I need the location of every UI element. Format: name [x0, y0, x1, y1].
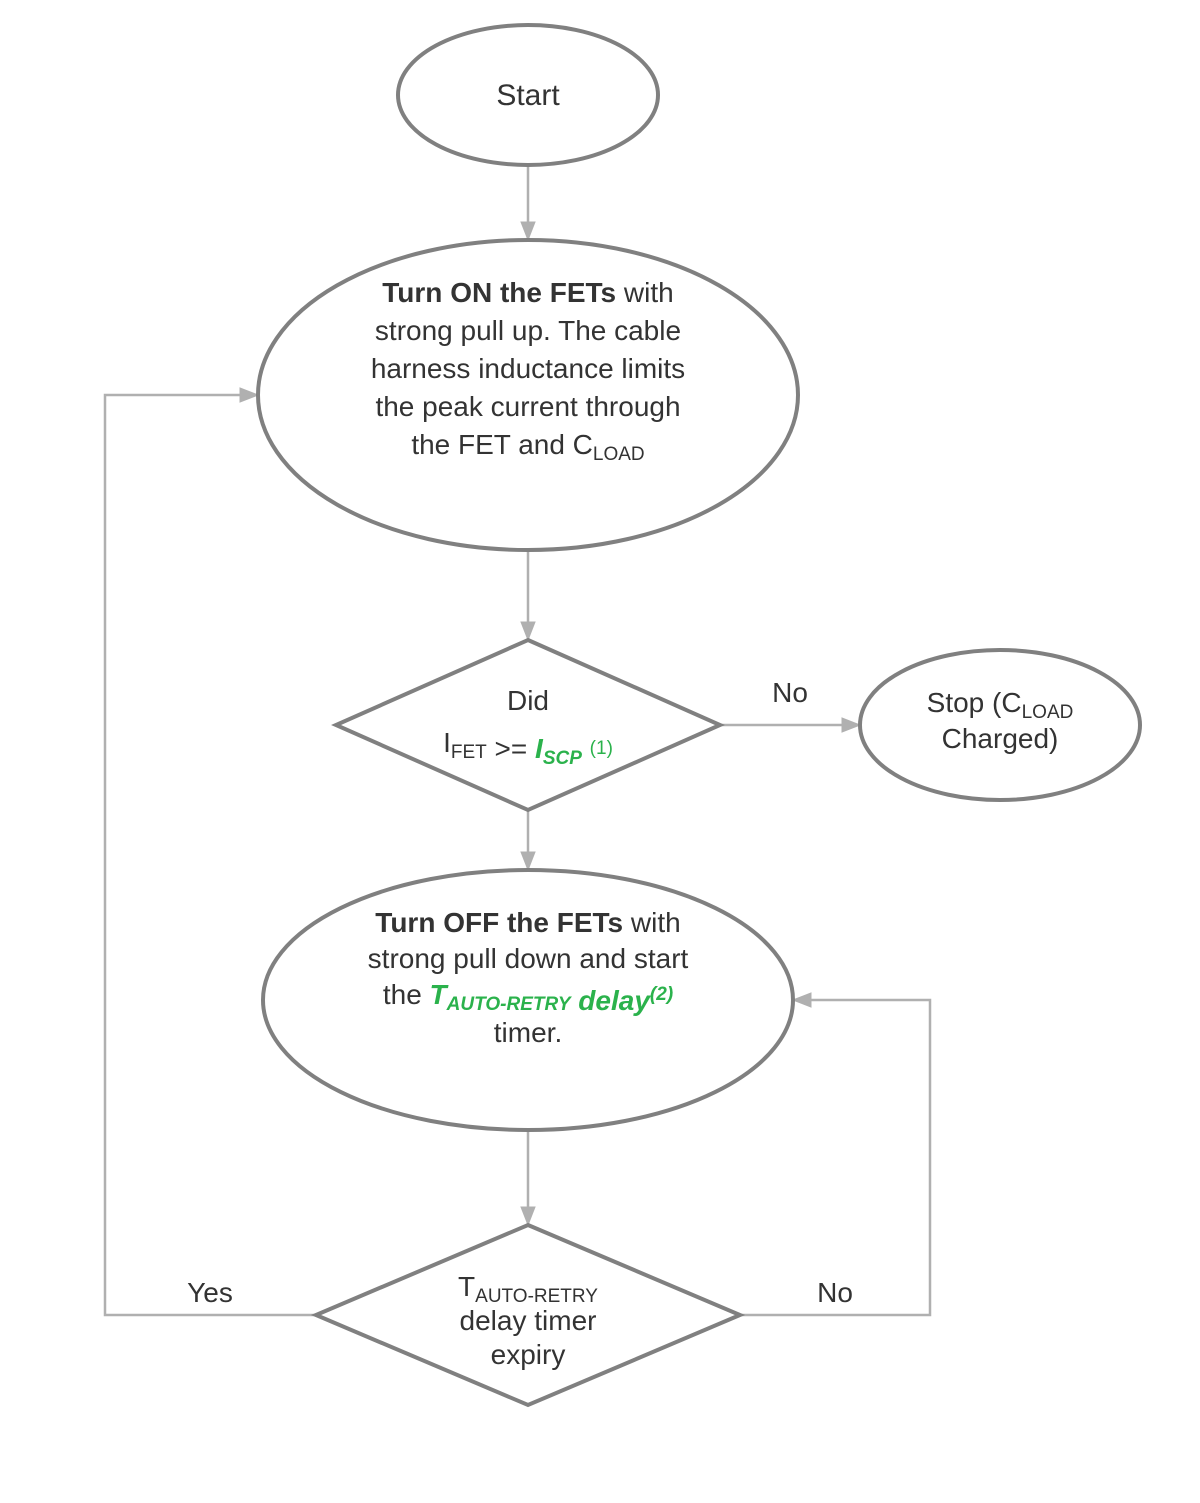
arrowhead — [793, 993, 811, 1007]
arrowhead — [521, 222, 535, 240]
node-text: delay timer — [460, 1305, 597, 1336]
node-text: timer. — [494, 1017, 562, 1048]
edge-label: No — [772, 677, 808, 708]
node-text: strong pull down and start — [368, 943, 689, 974]
node-text: harness inductance limits — [371, 353, 685, 384]
node-text: Charged) — [942, 723, 1059, 754]
edge-label: Yes — [187, 1277, 233, 1308]
node-text: strong pull up. The cable — [375, 315, 681, 346]
node-did_ifet — [336, 640, 720, 810]
arrowhead — [842, 718, 860, 732]
arrowhead — [240, 388, 258, 402]
edge-label: No — [817, 1277, 853, 1308]
node-text: Turn ON the FETs with — [382, 277, 673, 308]
node-text: Did — [507, 685, 549, 716]
node-text: Start — [496, 79, 560, 112]
arrowhead — [521, 1207, 535, 1225]
arrowhead — [521, 622, 535, 640]
edge-timer-yes-loop — [105, 395, 316, 1315]
node-text: expiry — [491, 1339, 566, 1370]
node-text: Turn OFF the FETs with — [375, 907, 680, 938]
arrowhead — [521, 852, 535, 870]
node-text: the peak current through — [375, 391, 680, 422]
